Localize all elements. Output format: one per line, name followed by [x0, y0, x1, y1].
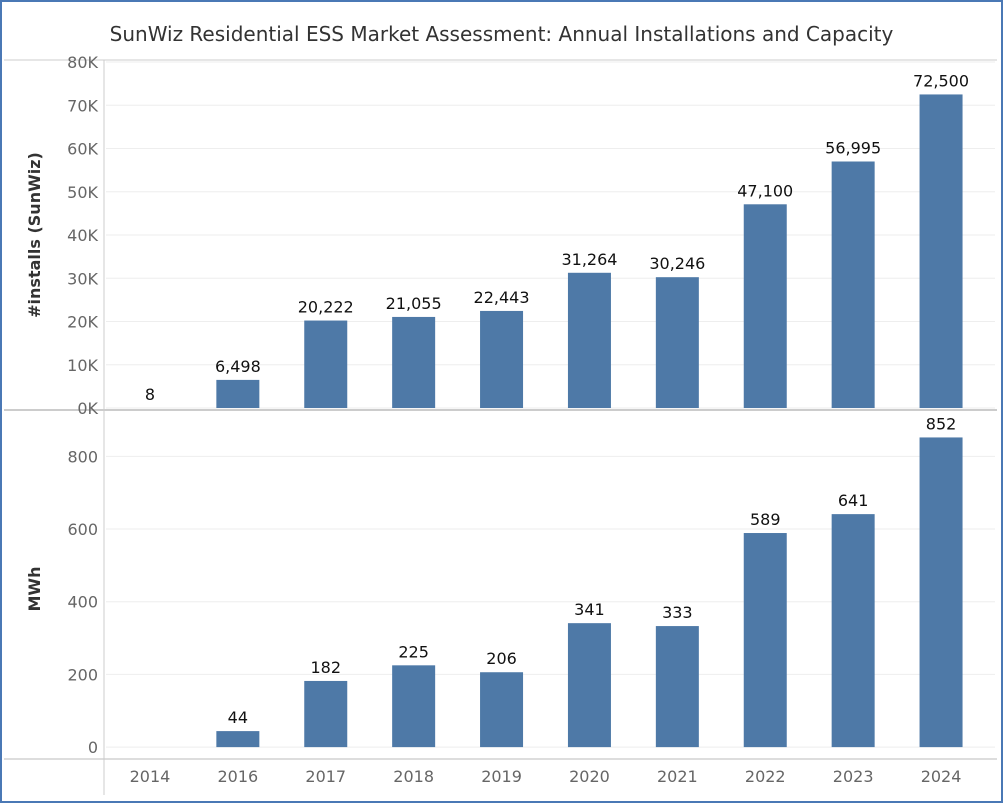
data-label: 21,055	[386, 294, 442, 313]
y-tick-label: 600	[67, 520, 98, 539]
bar	[480, 310, 524, 408]
x-tick-label: 2014	[130, 767, 171, 786]
data-label: 182	[310, 658, 341, 677]
x-tick-label: 2019	[481, 767, 522, 786]
y-tick-label: 40K	[67, 226, 98, 245]
chart-title: SunWiz Residential ESS Market Assessment…	[109, 22, 894, 46]
data-label: 852	[926, 414, 957, 433]
y-tick-label: 70K	[67, 96, 98, 115]
bar	[655, 277, 699, 408]
x-tick-label: 2018	[393, 767, 434, 786]
y-tick-label: 50K	[67, 183, 98, 202]
data-label: 206	[486, 649, 517, 668]
y-tick-label: 400	[67, 593, 98, 612]
data-label: 44	[228, 708, 248, 727]
data-label: 31,264	[561, 250, 617, 269]
bar	[304, 680, 348, 748]
bar	[480, 672, 524, 748]
bar	[743, 533, 787, 748]
y-tick-label: 60K	[67, 140, 98, 159]
x-tick-label: 2016	[217, 767, 258, 786]
y-tick-label: 800	[67, 447, 98, 466]
data-label: 72,500	[913, 71, 969, 90]
bar	[919, 94, 963, 408]
y-tick-label: 200	[67, 665, 98, 684]
x-tick-label: 2021	[657, 767, 698, 786]
x-tick-label: 2020	[569, 767, 610, 786]
data-label: 30,246	[649, 254, 705, 273]
data-label: 589	[750, 510, 781, 529]
bar	[304, 320, 348, 408]
data-label: 6,498	[215, 357, 261, 376]
y-axis-label: MWh	[25, 567, 44, 612]
x-tick-label: 2022	[745, 767, 786, 786]
data-label: 225	[398, 642, 429, 661]
y-tick-label: 20K	[67, 313, 98, 332]
bar	[743, 204, 787, 408]
y-tick-label: 10K	[67, 356, 98, 375]
data-label: 341	[574, 600, 605, 619]
bar	[216, 379, 260, 408]
data-label: 22,443	[474, 288, 530, 307]
y-tick-label: 0	[88, 738, 98, 757]
data-label: 20,222	[298, 298, 354, 317]
x-tick-label: 2024	[921, 767, 962, 786]
bar	[919, 437, 963, 748]
y-tick-label: 0K	[77, 399, 98, 418]
data-label: 8	[145, 385, 155, 404]
data-label: 47,100	[737, 181, 793, 200]
bar	[216, 731, 260, 748]
y-axis-label: #installs (SunWiz)	[25, 152, 44, 318]
data-label: 641	[838, 491, 869, 510]
bar	[567, 272, 611, 408]
bar	[392, 665, 436, 748]
bar	[831, 514, 875, 748]
bar	[567, 623, 611, 748]
y-tick-label: 80K	[67, 53, 98, 72]
y-tick-label: 30K	[67, 269, 98, 288]
x-tick-label: 2017	[305, 767, 346, 786]
data-label: 333	[662, 603, 693, 622]
bar	[392, 316, 436, 408]
bar	[655, 626, 699, 748]
data-label: 56,995	[825, 138, 881, 157]
bar	[831, 161, 875, 408]
x-tick-label: 2023	[833, 767, 874, 786]
